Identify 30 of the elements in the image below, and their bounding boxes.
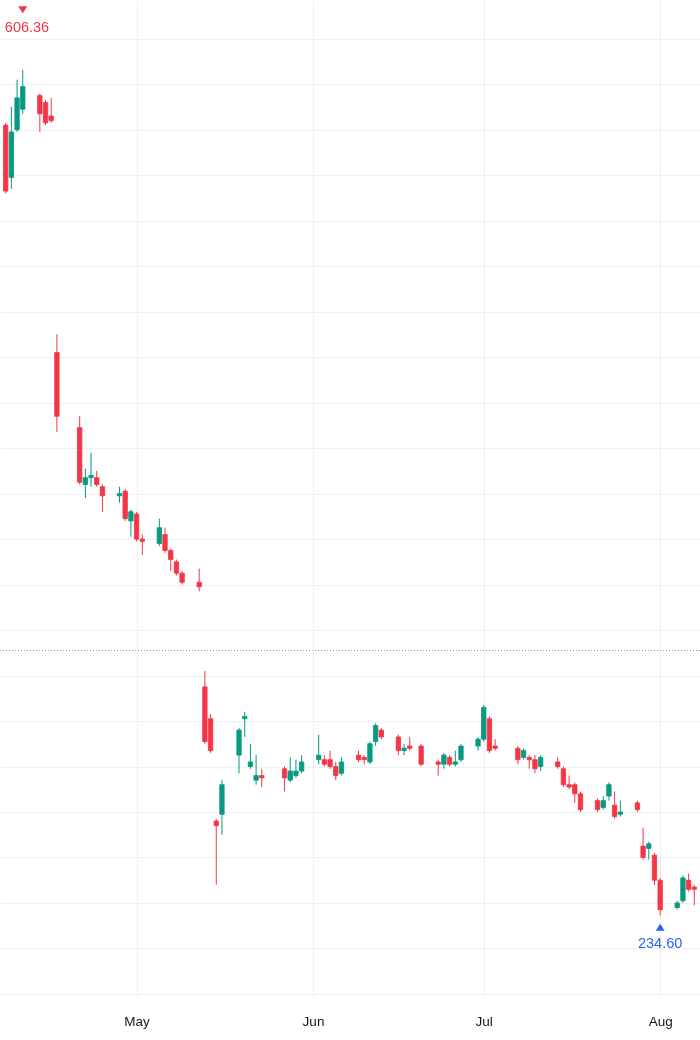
candlestick (515, 745, 521, 765)
annotation: 234.60 (637, 935, 683, 952)
candlestick (253, 754, 259, 786)
candlestick (646, 841, 652, 861)
candlestick (281, 766, 288, 793)
candlestick (128, 509, 134, 538)
candlestick (247, 743, 254, 770)
candlestick (640, 827, 646, 861)
x-tick-label: Jul (475, 1013, 493, 1029)
candlestick (395, 734, 401, 756)
candlestick (316, 734, 322, 765)
candlestick (156, 518, 162, 547)
x-tick-label: May (124, 1013, 151, 1029)
candlestick (196, 568, 202, 592)
candlestick (458, 743, 464, 763)
x-tick-label: Jun (302, 1013, 325, 1029)
candlestick (242, 711, 248, 738)
candlestick (373, 722, 379, 747)
candlestick (99, 483, 106, 513)
annotation: 606.36 (4, 18, 50, 35)
candlestick (612, 791, 618, 820)
candlestick (367, 740, 373, 765)
candlestick (401, 743, 407, 756)
x-tick-label: Aug (648, 1013, 673, 1029)
candlestick (338, 756, 345, 777)
candlestick (259, 768, 265, 788)
candlestick (213, 818, 219, 886)
candlestick (418, 743, 424, 767)
candlestick (606, 781, 612, 802)
candlestick (680, 875, 686, 904)
